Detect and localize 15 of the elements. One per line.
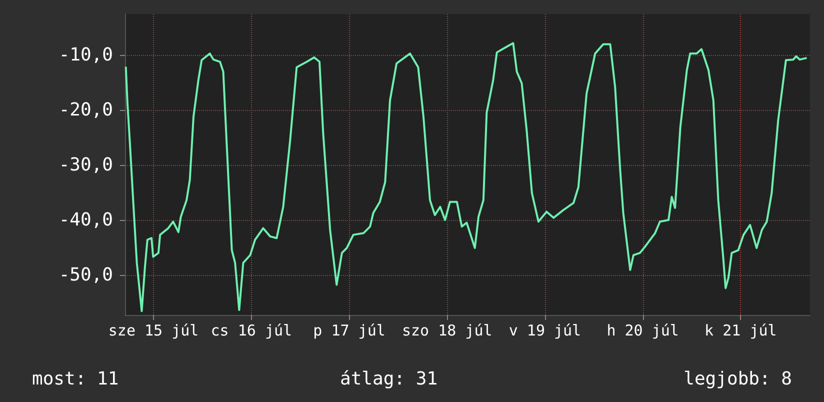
x-tick-label: p 17 júl [313, 322, 386, 340]
x-tick-label: v 19 júl [508, 322, 582, 340]
y-tick-label: -40,0 [58, 209, 113, 230]
x-tick-label: szo 18 júl [402, 322, 492, 340]
y-tick-label: -30,0 [58, 154, 113, 176]
y-tick-label: -10,0 [58, 44, 113, 66]
text: átlag: 31 [340, 368, 438, 390]
text: most: 11 [32, 368, 119, 390]
x-tick-label: h 20 júl [606, 322, 679, 340]
x-tick-label: sze 15 júl [108, 322, 199, 340]
y-tick-label: -20,0 [58, 100, 113, 121]
x-tick-label: k 21 júl [704, 322, 777, 340]
y-tick-label: -50,0 [58, 264, 113, 286]
x-tick-label: cs 16 júl [210, 322, 292, 340]
text: legjobb: 8 [684, 368, 792, 390]
